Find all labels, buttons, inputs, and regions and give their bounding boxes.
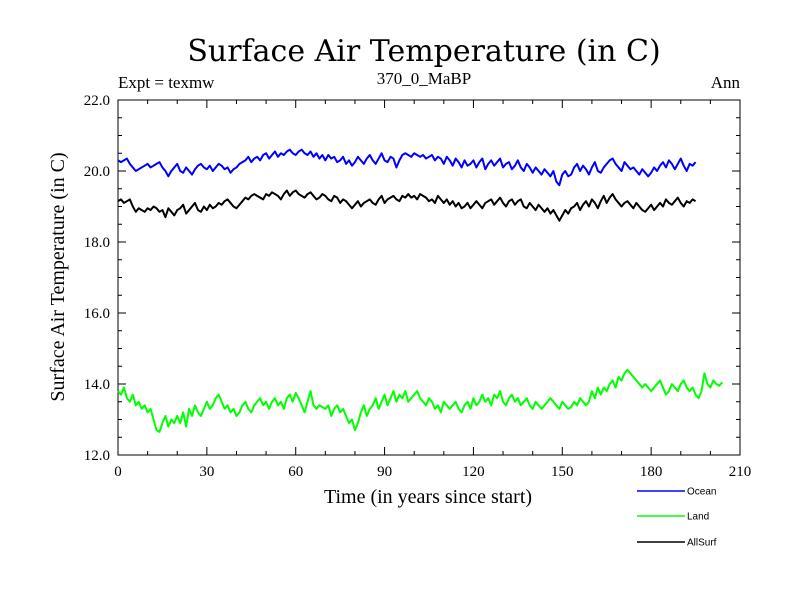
x-axis-label: Time (in years since start) xyxy=(324,486,532,508)
experiment-label: Expt = texmw xyxy=(118,73,215,92)
x-tick-label: 0 xyxy=(114,464,122,480)
y-axis-label: Surface Air Temperature (in C) xyxy=(47,152,69,401)
x-tick-label: 210 xyxy=(729,464,752,480)
y-tick-label: 22.0 xyxy=(84,93,110,109)
series-line-land xyxy=(117,368,723,433)
season-label: Ann xyxy=(711,73,741,92)
x-tick-label: 150 xyxy=(551,464,574,480)
legend-label-ocean: Ocean xyxy=(687,487,716,498)
series-line-allsurf xyxy=(117,189,697,222)
y-tick-label: 16.0 xyxy=(84,306,110,322)
plot-area xyxy=(117,99,741,456)
y-tick-label: 12.0 xyxy=(84,448,110,464)
y-tick-label: 20.0 xyxy=(84,164,110,180)
data-series xyxy=(117,148,723,433)
x-tick-label: 90 xyxy=(377,464,392,480)
plot-border xyxy=(117,99,741,456)
legend: Ocean Land AllSurf xyxy=(637,487,717,549)
x-tick-label: 120 xyxy=(462,464,485,480)
y-tick-label: 14.0 xyxy=(84,377,110,393)
series-line-ocean xyxy=(117,148,697,187)
x-tick-label: 180 xyxy=(640,464,663,480)
axis-ticks: 0 30 60 90 120 150 180 210 12.0 14.0 16.0 18.0 20.0 2… xyxy=(84,93,752,480)
period-label: 370_0_MaBP xyxy=(377,69,471,88)
x-tick-label: 60 xyxy=(288,464,303,480)
y-tick-label: 18.0 xyxy=(84,235,110,251)
legend-label-land: Land xyxy=(687,512,709,523)
chart-title: Surface Air Temperature (in C) xyxy=(187,34,660,69)
x-tick-label: 30 xyxy=(199,464,214,480)
legend-label-allsurf: AllSurf xyxy=(687,538,717,549)
